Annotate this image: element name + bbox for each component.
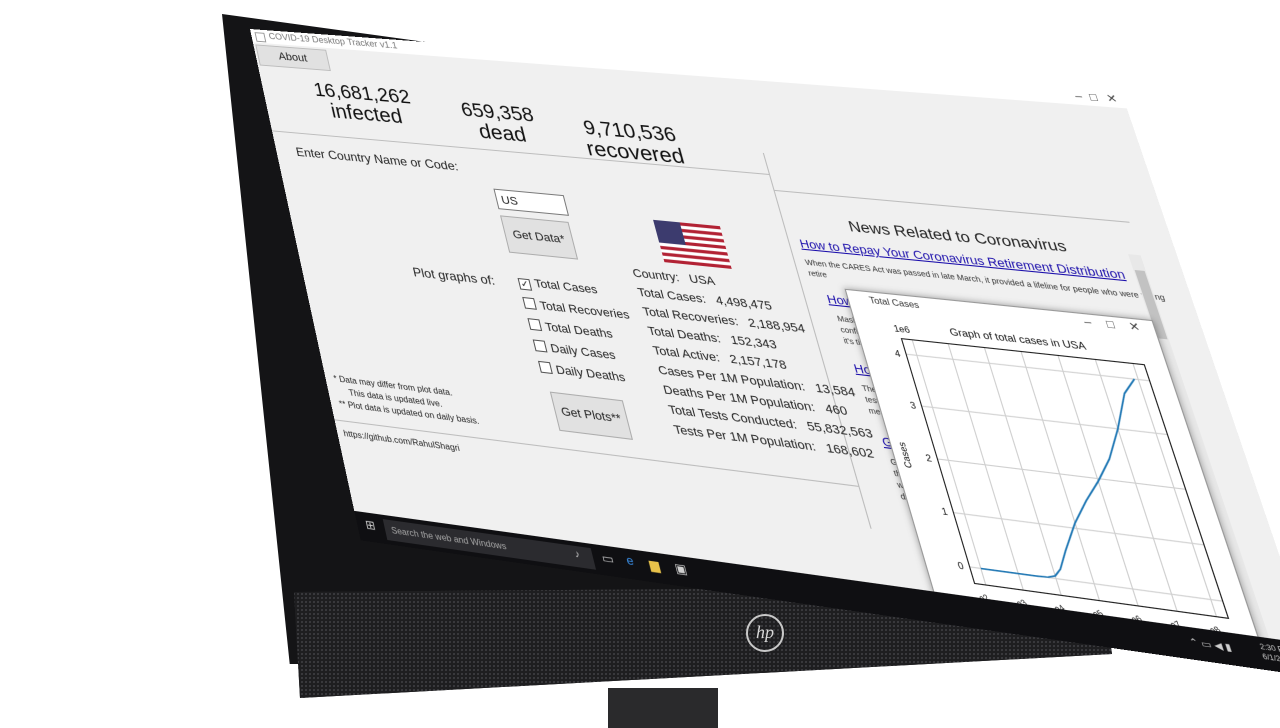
tray-icons[interactable]: ⌃ ▭ ◀ ▮	[1188, 636, 1233, 653]
task-view-icon[interactable]: ▭	[600, 551, 615, 567]
x-grid-line	[1021, 351, 1099, 600]
clock-date: 6/1/2017	[1262, 654, 1280, 666]
country-flag	[653, 220, 732, 269]
taskbar-clock: 2:30 PM 6/1/2017	[1258, 643, 1280, 668]
y-multiplier: 1e6	[892, 323, 911, 335]
info-key: Total Deaths:	[646, 325, 722, 346]
info-value: 4,498,475	[714, 294, 773, 313]
y-tick-label: 1	[940, 506, 949, 518]
checkbox-label: Total Deaths	[544, 321, 614, 341]
x-grid-line	[1095, 359, 1177, 611]
divider	[773, 190, 1129, 223]
info-value: 55,832,563	[806, 420, 875, 441]
file-explorer-icon[interactable]: ▆	[648, 557, 662, 573]
info-value: 2,157,178	[728, 353, 788, 373]
country-input[interactable]: US	[493, 189, 569, 216]
y-grid-line	[906, 354, 1150, 381]
checkbox-box	[522, 297, 537, 310]
y-grid-line	[922, 406, 1168, 434]
check-icon: ✓	[518, 278, 533, 291]
about-button[interactable]: About	[255, 44, 331, 71]
get-plots-button[interactable]: Get Plots**	[550, 392, 633, 440]
minimize-icon[interactable]: –	[1073, 91, 1084, 103]
country-label: Enter Country Name or Code:	[295, 145, 460, 174]
news-snippet-extra: retire	[808, 270, 829, 279]
checkbox-box	[533, 339, 548, 352]
store-icon[interactable]: ▣	[673, 561, 689, 578]
info-key: Total Cases:	[636, 286, 707, 306]
checkbox-label: Daily Cases	[549, 342, 617, 362]
minimize-icon[interactable]: –	[1082, 316, 1093, 329]
info-value: 13,584	[814, 382, 857, 400]
stat-dead: 659,358 dead	[443, 99, 558, 148]
checkbox-label: Daily Deaths	[555, 364, 627, 385]
info-value: USA	[688, 273, 717, 289]
windows-start-icon[interactable]: ⊞	[364, 518, 377, 534]
y-tick-label: 2	[924, 453, 933, 465]
y-tick-label: 0	[956, 560, 965, 572]
y-tick-label: 3	[909, 400, 918, 411]
info-key: Total Active:	[652, 344, 722, 365]
info-country: Country: USA	[631, 267, 716, 288]
hp-logo: hp	[746, 614, 784, 652]
y-grid-line	[937, 459, 1185, 489]
monitor-stand	[608, 688, 718, 728]
checkbox-label: Total Cases	[533, 278, 599, 297]
maximize-icon[interactable]: □	[1088, 92, 1099, 104]
checkbox-daily-cases[interactable]: Daily Cases	[533, 339, 617, 362]
get-data-button[interactable]: Get Data*	[500, 215, 578, 259]
y-axis-label: Cases	[896, 441, 915, 469]
info-value: 2,188,954	[747, 317, 807, 336]
close-icon[interactable]: ✕	[1105, 93, 1119, 106]
edge-icon[interactable]: e	[625, 554, 635, 569]
plot-label: Plot graphs of:	[411, 265, 496, 288]
x-grid-line	[948, 344, 1023, 590]
plot-window-title: Total Cases	[868, 295, 920, 310]
checkbox-daily-deaths[interactable]: Daily Deaths	[538, 361, 627, 385]
checkbox-total-cases[interactable]: ✓ Total Cases	[517, 276, 599, 298]
x-grid-line	[1133, 363, 1217, 616]
close-icon[interactable]: ✕	[1127, 321, 1142, 335]
info-value: 460	[824, 403, 850, 419]
checkbox-box	[538, 361, 553, 374]
stat-infected: 16,681,262 infected	[300, 80, 430, 129]
info-key: Country:	[631, 267, 681, 285]
y-tick-label: 4	[893, 348, 901, 359]
x-grid-line	[912, 340, 986, 585]
chart-title: Graph of total cases in USA	[948, 326, 1088, 352]
maximize-icon[interactable]: □	[1105, 319, 1117, 332]
info-value: 152,343	[729, 334, 778, 352]
app-icon	[255, 32, 267, 42]
checkbox-label: Total Recoveries	[539, 300, 631, 322]
checkbox-box	[527, 318, 542, 331]
checkbox-total-deaths[interactable]: Total Deaths	[527, 318, 614, 341]
x-grid-line	[984, 348, 1061, 596]
